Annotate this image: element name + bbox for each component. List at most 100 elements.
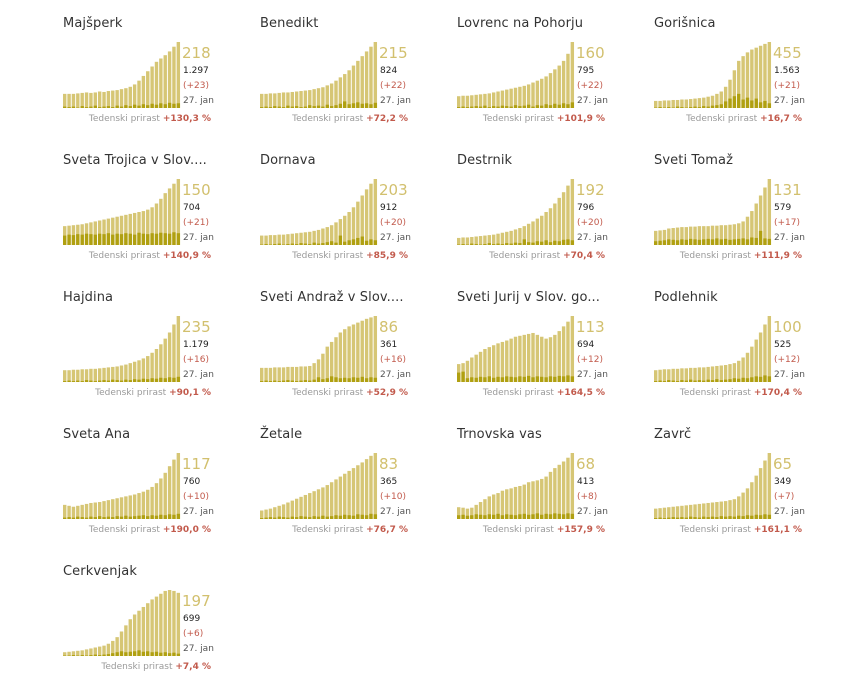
bar-new-cases xyxy=(312,516,316,519)
weekly-growth-label: Tedenski prirast xyxy=(489,251,561,261)
bar-new-cases xyxy=(356,377,360,382)
bar-new-cases xyxy=(667,517,671,519)
bar-new-cases xyxy=(286,380,290,382)
bar-new-cases xyxy=(141,378,146,382)
bar-total-14day xyxy=(732,363,737,382)
bar-new-cases xyxy=(97,380,102,382)
bar-new-cases xyxy=(505,243,509,245)
bar-total-14day xyxy=(80,504,84,519)
bar-total-14day xyxy=(557,331,561,382)
bar-total-14day xyxy=(360,462,364,519)
active-cases-value: 86 xyxy=(379,318,399,336)
bar-total-14day xyxy=(93,221,97,245)
bar-new-cases xyxy=(654,241,658,245)
bar-new-cases xyxy=(745,515,750,519)
bar-total-14day xyxy=(124,625,128,656)
bar-total-14day xyxy=(737,496,741,519)
bar-new-cases xyxy=(487,514,491,519)
weekly-growth-value: +140,9 % xyxy=(162,251,211,261)
bar-new-cases xyxy=(750,100,754,108)
bar-new-cases xyxy=(124,105,128,108)
bar-new-cases xyxy=(684,239,688,245)
bar-new-cases xyxy=(128,651,132,656)
bar-new-cases xyxy=(561,239,566,245)
bar-new-cases xyxy=(461,371,465,382)
bar-new-cases xyxy=(176,233,181,245)
bar-total-14day xyxy=(172,459,176,519)
active-cases-value: 235 xyxy=(182,318,211,336)
bar-new-cases xyxy=(321,106,325,108)
bar-new-cases xyxy=(347,240,351,245)
bar-total-14day xyxy=(80,650,84,656)
bar-new-cases xyxy=(106,516,111,519)
bar-new-cases xyxy=(719,380,723,382)
bar-new-cases xyxy=(290,243,294,245)
bar-new-cases xyxy=(470,515,474,519)
bar-new-cases xyxy=(141,651,146,656)
bar-new-cases xyxy=(715,379,719,382)
bar-new-cases xyxy=(93,654,97,656)
municipality-panel: Podlehnik 100 525 (+12) 27. jan Tedenski prir… xyxy=(654,274,824,399)
bar-total-14day xyxy=(154,203,159,245)
bar-total-14day xyxy=(505,231,509,245)
bar-new-cases xyxy=(71,517,76,519)
bar-total-14day xyxy=(478,351,483,382)
bar-new-cases xyxy=(119,234,124,245)
bar-total-14day xyxy=(277,92,281,108)
bar-new-cases xyxy=(128,516,132,519)
total-cases-value: 796 xyxy=(577,203,595,213)
total-cases-value: 365 xyxy=(380,477,398,487)
bar-total-14day xyxy=(102,367,106,382)
bar-new-cases xyxy=(351,103,356,108)
sparkline-bar-chart xyxy=(654,42,772,108)
bar-total-14day xyxy=(513,486,518,519)
bar-total-14day xyxy=(518,228,522,245)
bar-new-cases xyxy=(154,233,159,245)
bar-total-14day xyxy=(294,366,299,382)
bar-total-14day xyxy=(338,332,343,382)
bar-new-cases xyxy=(132,379,137,382)
bar-total-14day xyxy=(128,86,132,108)
bar-new-cases xyxy=(491,244,496,245)
bar-new-cases xyxy=(745,97,750,108)
bar-new-cases xyxy=(509,376,513,382)
bar-total-14day xyxy=(675,506,680,519)
bar-total-14day xyxy=(176,453,181,519)
municipality-panel: Lovrenc na Pohorju 160 795 (+22) 27. jan Tede… xyxy=(457,0,627,125)
bar-new-cases xyxy=(457,515,461,519)
bar-total-14day xyxy=(93,502,97,519)
municipality-panel: Sveti Tomaž 131 579 (+17) 27. jan Tedenski pr… xyxy=(654,137,824,262)
bar-total-14day xyxy=(111,499,115,519)
bar-new-cases xyxy=(719,516,723,519)
total-cases-value: 912 xyxy=(380,203,398,213)
sparkline-bar-chart xyxy=(63,453,181,519)
bar-total-14day xyxy=(290,500,294,519)
bar-total-14day xyxy=(474,354,478,382)
bar-total-14day xyxy=(63,93,67,108)
panel-title: Cerkvenjak xyxy=(63,564,137,579)
bar-total-14day xyxy=(758,45,763,108)
sparkline-bar-chart xyxy=(457,179,575,245)
bar-total-14day xyxy=(719,91,723,108)
bar-new-cases xyxy=(728,239,732,245)
bar-new-cases xyxy=(496,513,500,519)
bar-new-cases xyxy=(89,516,93,519)
weekly-growth-value: +170,4 % xyxy=(753,388,802,398)
bar-total-14day xyxy=(111,217,115,245)
weekly-growth: Tedenski prirast +190,0 % xyxy=(89,525,211,535)
bar-new-cases xyxy=(268,107,273,108)
bar-total-14day xyxy=(115,366,119,382)
bar-total-14day xyxy=(680,227,684,245)
bar-new-cases xyxy=(706,517,710,519)
total-cases-value: 349 xyxy=(774,477,792,487)
bar-new-cases xyxy=(106,654,111,656)
bar-total-14day xyxy=(84,503,89,519)
bar-new-cases xyxy=(461,514,465,519)
bar-new-cases xyxy=(154,515,159,519)
bar-new-cases xyxy=(496,243,500,245)
bar-new-cases xyxy=(478,514,483,519)
bar-new-cases xyxy=(474,514,478,519)
bar-total-14day xyxy=(531,221,535,245)
bar-total-14day xyxy=(513,229,518,245)
weekly-growth-value: +161,1 % xyxy=(753,525,802,535)
